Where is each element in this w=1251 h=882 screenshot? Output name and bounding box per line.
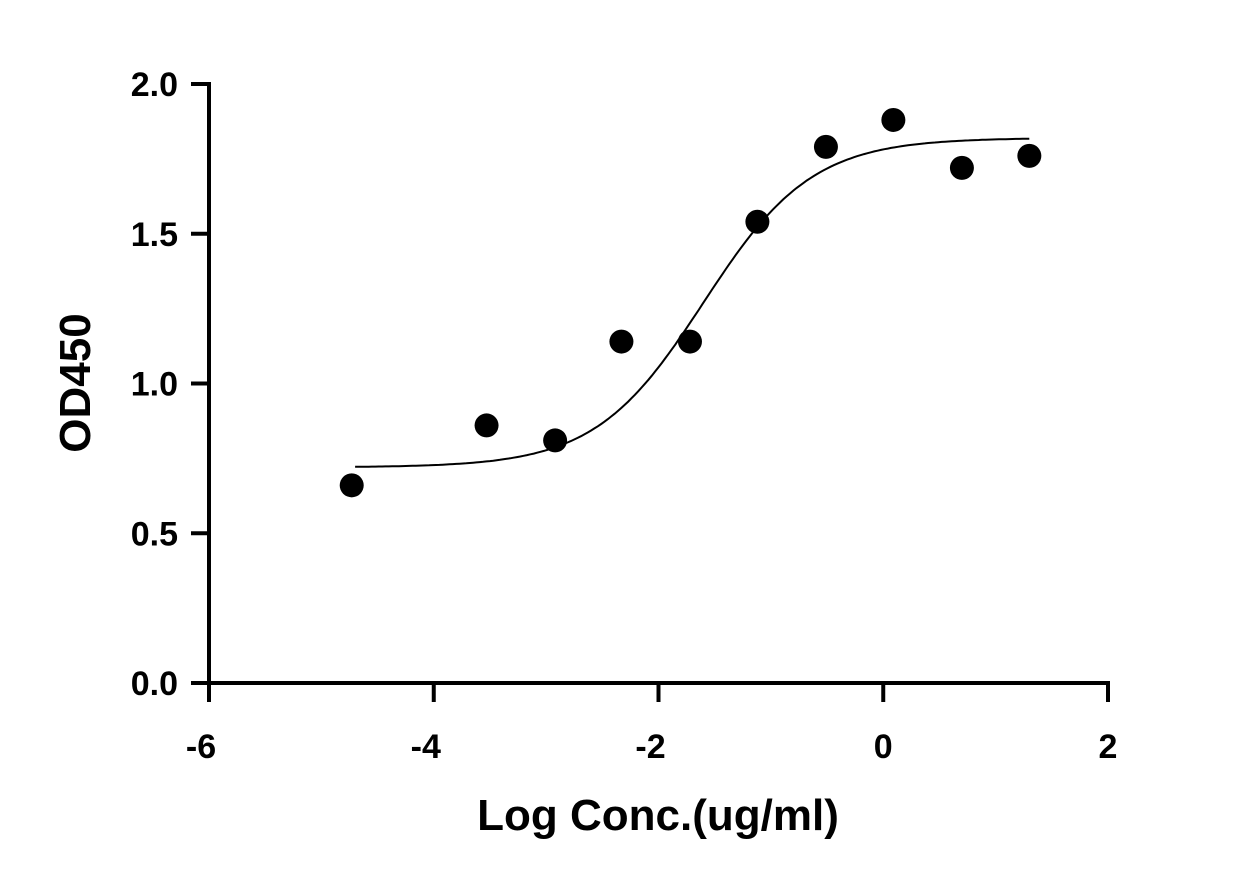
- x-tick-label: 0: [874, 728, 893, 766]
- y-tick-label: 2.0: [131, 66, 178, 104]
- y-tick-label: 1.0: [131, 366, 178, 404]
- x-tick-label: -6: [186, 728, 216, 766]
- x-tick-label: -2: [635, 728, 665, 766]
- fit-curve: [355, 137, 1030, 468]
- data-point: [339, 473, 364, 498]
- data-point: [609, 329, 634, 354]
- data-point: [474, 413, 499, 438]
- axes: [207, 82, 1110, 685]
- data-point: [745, 209, 770, 234]
- x-tick-label: -4: [411, 728, 441, 766]
- data-point: [543, 428, 568, 453]
- y-axis-label: OD450: [51, 313, 100, 452]
- data-point: [677, 329, 702, 354]
- y-tick-label: 1.5: [131, 216, 178, 254]
- data-point: [949, 155, 974, 180]
- data-point: [881, 107, 906, 132]
- data-point: [813, 134, 838, 159]
- x-axis-label: Log Conc.(ug/ml): [477, 791, 839, 840]
- data-point: [1017, 143, 1042, 168]
- y-tick-label: 0.0: [131, 665, 178, 703]
- x-tick-label: 2: [1099, 728, 1118, 766]
- y-tick-label: 0.5: [131, 515, 178, 553]
